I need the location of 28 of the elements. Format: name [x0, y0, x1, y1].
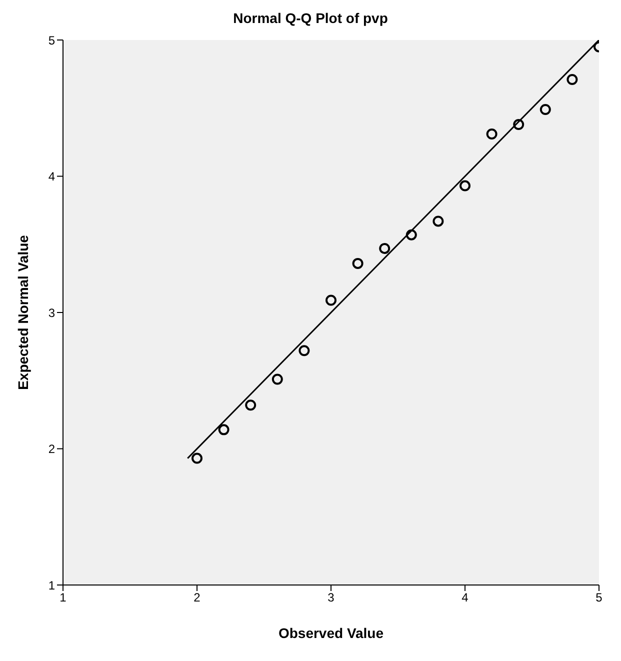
- point: [218, 424, 230, 436]
- point: [379, 242, 390, 254]
- point: [245, 400, 256, 411]
- y-tick-label: 5: [48, 33, 56, 48]
- y-tick-label: 4: [48, 170, 56, 184]
- point: [326, 294, 336, 306]
- y-axis-title: Expected Normal Value: [14, 234, 31, 390]
- point: [566, 74, 578, 86]
- x-tick-label: 3: [328, 590, 335, 605]
- x-tick-label: 5: [596, 590, 603, 605]
- point: [540, 104, 551, 115]
- point: [486, 128, 498, 140]
- point: [272, 374, 283, 385]
- x-tick-label: 2: [194, 590, 201, 605]
- y-tick-label: 1: [48, 578, 56, 592]
- point: [432, 216, 444, 227]
- x-tick-label: 4: [462, 590, 469, 605]
- point: [298, 345, 310, 356]
- point: [513, 118, 524, 130]
- x-tick-label: 1: [60, 590, 67, 605]
- point: [192, 452, 202, 464]
- point: [406, 229, 417, 240]
- y-tick-label: 3: [48, 306, 56, 320]
- x-axis-title: Observed Value: [278, 625, 384, 641]
- point: [352, 258, 364, 269]
- point: [460, 180, 470, 192]
- y-tick-label: 2: [48, 442, 56, 456]
- chart-title: Normal Q-Q Plot of pvp: [232, 9, 389, 28]
